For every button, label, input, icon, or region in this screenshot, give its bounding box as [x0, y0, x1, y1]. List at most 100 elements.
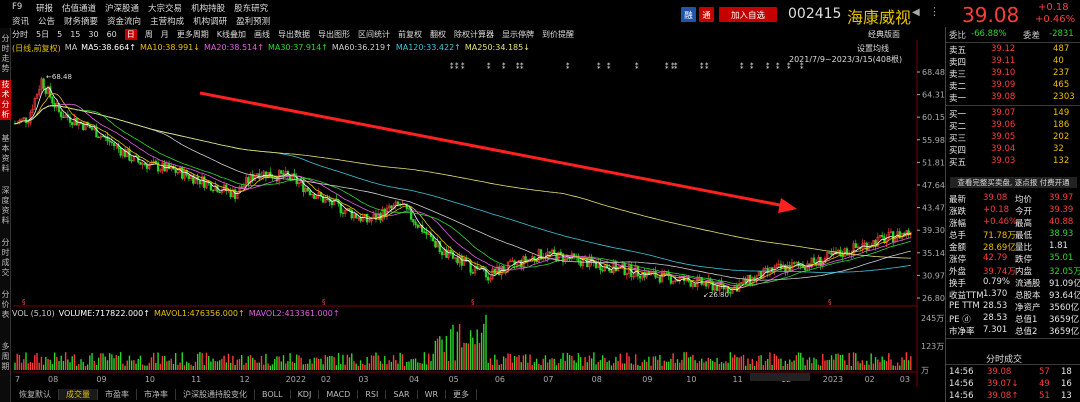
toolbar-item[interactable]: 月 — [160, 30, 169, 39]
x-tick-label: 02 — [865, 375, 875, 384]
legend-item: MA20:38.514↑ — [203, 43, 264, 52]
candle — [421, 225, 424, 233]
candle — [872, 240, 875, 247]
ask-price: 39.11 — [991, 56, 1016, 66]
candle — [462, 257, 466, 266]
indicator-tab[interactable]: 沪深股通持股变化 — [176, 388, 255, 400]
toolbar-item[interactable]: 30 — [88, 30, 99, 39]
more-icon[interactable]: ⋮ — [929, 5, 940, 18]
toolbar-item[interactable]: 更多周期 — [176, 30, 209, 39]
toolbar-item[interactable]: K线叠加 — [216, 30, 246, 39]
menu-item[interactable]: 股东研究 — [234, 4, 269, 14]
candle — [388, 205, 391, 209]
side-tab[interactable]: 多周期 — [1, 342, 10, 371]
rong-button[interactable]: 融 — [681, 7, 696, 22]
ticks-title[interactable]: 分时成交 — [986, 355, 1023, 365]
add-favorite-button[interactable]: 加入自选 — [719, 7, 777, 22]
indicator-tab[interactable]: BOLL — [255, 389, 291, 399]
tick-time: 14:56 — [949, 391, 974, 401]
candle — [141, 163, 144, 165]
side-tab[interactable]: 基本资料 — [1, 134, 10, 173]
candle — [903, 233, 906, 235]
indicator-tab[interactable]: WR — [418, 389, 447, 399]
toolbar-item[interactable]: 翻权 — [430, 30, 446, 39]
stat-value: 93.64亿 — [1049, 291, 1080, 301]
indicator-tab[interactable]: MACD — [319, 389, 359, 399]
candle — [579, 260, 582, 267]
side-tab[interactable]: 分时走势 — [1, 34, 10, 73]
tong-button[interactable]: 通 — [699, 7, 714, 22]
ask-volume: 40 — [1053, 56, 1064, 66]
toolbar-item[interactable]: 5日 — [36, 30, 50, 39]
bid-volume: 149 — [1053, 108, 1070, 118]
indicator-tab[interactable]: 恢复默认 — [12, 388, 59, 400]
menu-item[interactable]: 沪深股通 — [105, 4, 140, 14]
toolbar-item[interactable]: 到价提醒 — [542, 30, 574, 39]
toolbar-item[interactable]: 5 — [57, 30, 63, 39]
toolbar-item[interactable]: 画线 — [254, 30, 270, 39]
menu-item[interactable]: 大宗交易 — [148, 4, 183, 14]
indicator-tab[interactable]: 市净率 — [137, 388, 176, 400]
bid-label: 买四 — [949, 146, 967, 156]
menu-item[interactable]: 财务摘要 — [64, 17, 99, 27]
scroll-thumb[interactable] — [750, 373, 810, 381]
menu-item[interactable]: 机构持股 — [191, 4, 226, 14]
candle — [350, 210, 353, 219]
f9-shortcut[interactable]: F9 — [12, 2, 23, 12]
side-tab[interactable]: 分价表 — [1, 290, 10, 319]
toolbar-item[interactable]: 15 — [70, 30, 81, 39]
bid-volume: 186 — [1053, 120, 1070, 130]
candle — [799, 264, 802, 266]
toolbar-item[interactable]: 分时 — [12, 30, 28, 39]
candle — [115, 144, 118, 147]
candle — [804, 267, 807, 270]
toolbar-item[interactable]: 导出数据 — [278, 30, 310, 39]
indicator-tab[interactable]: RSI — [358, 389, 387, 399]
side-tab[interactable]: 分时成交 — [1, 238, 10, 277]
toolbar-item[interactable]: 日 — [124, 29, 137, 40]
upgrade-banner[interactable]: 查看完整买卖盘, 逐点报 付费开通 — [950, 177, 1077, 188]
indicator-tab[interactable]: 成交量 — [59, 388, 98, 400]
menu-item[interactable]: 机构调研 — [193, 17, 228, 27]
event-marker: ⁑ — [635, 62, 639, 71]
menu-item[interactable]: 资金流向 — [107, 17, 142, 27]
toolbar-item[interactable]: 显示停牌 — [502, 30, 534, 39]
tick-row: 14:56 39.08 57 18 — [949, 367, 1079, 378]
menu-item[interactable]: 研报 — [36, 4, 54, 14]
ma-settings-button[interactable]: 设置均线 — [857, 44, 889, 53]
toolbar-item[interactable]: 导出图形 — [318, 30, 350, 39]
candle — [280, 170, 283, 174]
stat-value: 39.74万 — [983, 267, 1016, 277]
toolbar-item[interactable]: 除权计算器 — [454, 30, 494, 39]
candle — [425, 231, 428, 235]
event-marker: ⁑ — [607, 62, 611, 71]
classic-layout-menu[interactable]: 经典版面 — [868, 30, 900, 39]
prev-arrow-icon[interactable]: ◀ — [912, 7, 920, 18]
candle — [306, 187, 309, 192]
menu-item[interactable]: 资讯 — [12, 17, 30, 27]
bid-row: 买三 39.05 202 — [949, 132, 1079, 144]
toolbar-item[interactable]: 60 — [106, 30, 117, 39]
toolbar-item[interactable]: 周 — [144, 30, 153, 39]
ask-label: 卖一 — [949, 94, 967, 104]
indicator-tab[interactable]: 市盈率 — [98, 388, 137, 400]
menu-item[interactable]: 估值通道 — [62, 4, 97, 14]
ask-row: 卖一 39.08 2303 — [949, 92, 1079, 104]
menu-item[interactable]: 主营构成 — [150, 17, 185, 27]
indicator-tab[interactable]: KDJ — [291, 389, 320, 399]
side-tab[interactable]: 深度资料 — [1, 186, 10, 225]
legend-item: MA10:38.991↓ — [140, 43, 200, 52]
candle — [524, 256, 527, 262]
bid-price: 39.06 — [991, 120, 1016, 130]
legend-item: MA120:33.422↑ — [395, 43, 461, 52]
indicator-tab[interactable]: SAR — [386, 389, 418, 399]
indicator-tab[interactable]: 更多 — [446, 388, 478, 400]
menu-item[interactable]: 公告 — [38, 17, 56, 27]
side-tab[interactable]: 技术分析 — [0, 80, 11, 120]
menu-item[interactable]: 盈利预测 — [236, 17, 271, 27]
candle — [896, 231, 899, 239]
stock-name: 海康威视 — [847, 8, 912, 27]
toolbar-item[interactable]: 前复权 — [398, 30, 422, 39]
toolbar-item[interactable]: 区间统计 — [358, 30, 390, 39]
